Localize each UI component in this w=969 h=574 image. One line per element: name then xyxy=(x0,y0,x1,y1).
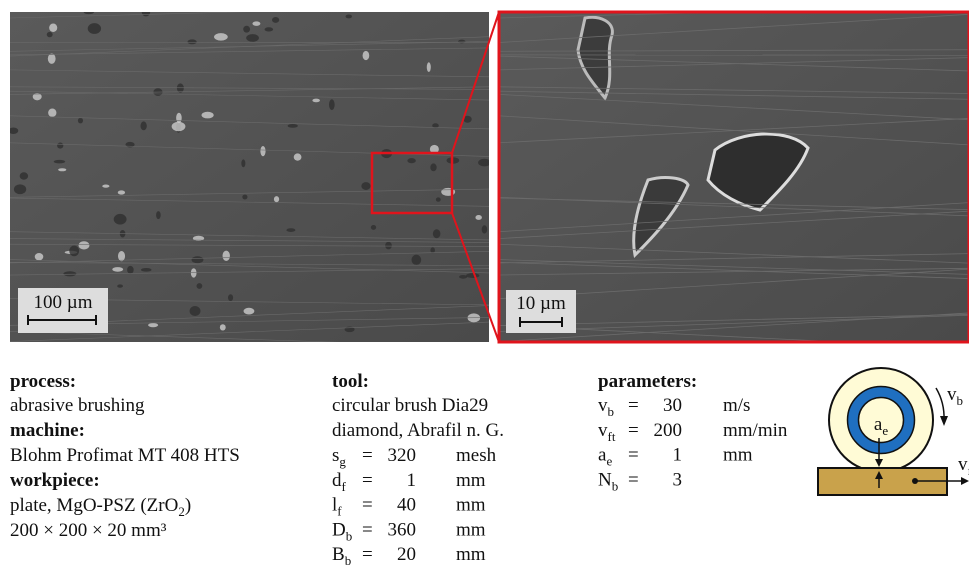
parameter-value: 3 xyxy=(673,469,683,490)
equals-sign: = xyxy=(628,395,639,416)
equals-sign: = xyxy=(362,495,373,516)
parameter-unit: mm xyxy=(456,470,486,491)
figure: 100 µm 10 µm process: abrasive brushing … xyxy=(0,0,969,574)
parameter-symbol: df xyxy=(332,470,347,494)
text-line: plate, MgO-PSZ (ZrO2) xyxy=(10,495,191,519)
text-line: abrasive brushing xyxy=(10,395,145,416)
heading: parameters: xyxy=(598,371,697,392)
equals-sign: = xyxy=(362,470,373,491)
parameter-value: 1 xyxy=(407,470,417,491)
parameter-symbol: sg xyxy=(332,445,346,469)
parameter-symbol: Nb xyxy=(598,469,618,493)
parameter-value: 40 xyxy=(397,495,416,516)
parameter-value: 200 xyxy=(654,420,683,441)
parameter-symbol: vb xyxy=(598,395,614,419)
text-line: 200 × 200 × 20 mm³ xyxy=(10,520,167,541)
parameter-symbol: vft xyxy=(598,420,616,444)
scale-bar-label: 10 µm xyxy=(516,293,566,314)
equals-sign: = xyxy=(628,445,639,466)
parameter-unit: mesh xyxy=(456,445,497,466)
equals-sign: = xyxy=(628,420,639,441)
parameter-unit: mm xyxy=(456,495,486,516)
parameter-symbol: ae xyxy=(598,445,612,469)
text-line: Blohm Profimat MT 408 HTS xyxy=(10,445,240,466)
parameter-value: 30 xyxy=(663,395,682,416)
parameter-value: 1 xyxy=(673,445,683,466)
scale-bar-label: 100 µm xyxy=(34,292,93,313)
equals-sign: = xyxy=(362,519,373,540)
heading: process: xyxy=(10,371,76,392)
text-line: circular brush Dia29 xyxy=(332,395,488,416)
parameter-symbol: lf xyxy=(332,495,342,519)
equals-sign: = xyxy=(362,544,373,565)
equals-sign: = xyxy=(628,469,639,490)
heading: workpiece: xyxy=(10,470,100,491)
heading: machine: xyxy=(10,420,85,441)
diagram-label: vft xyxy=(958,454,969,478)
heading: tool: xyxy=(332,371,369,392)
parameter-unit: mm xyxy=(723,445,753,466)
equals-sign: = xyxy=(362,445,373,466)
parameter-unit: mm xyxy=(456,544,486,565)
parameter-symbol: Db xyxy=(332,519,352,543)
parameter-unit: mm/min xyxy=(723,420,788,441)
text-line: diamond, Abrafil n. G. xyxy=(332,420,504,441)
parameter-symbol: Bb xyxy=(332,544,351,568)
diagram-label: vb xyxy=(947,384,963,408)
parameter-unit: m/s xyxy=(723,395,750,416)
parameter-unit: mm xyxy=(456,519,486,540)
parameter-value: 320 xyxy=(388,445,417,466)
parameter-value: 360 xyxy=(388,519,417,540)
parameter-value: 20 xyxy=(397,544,416,565)
